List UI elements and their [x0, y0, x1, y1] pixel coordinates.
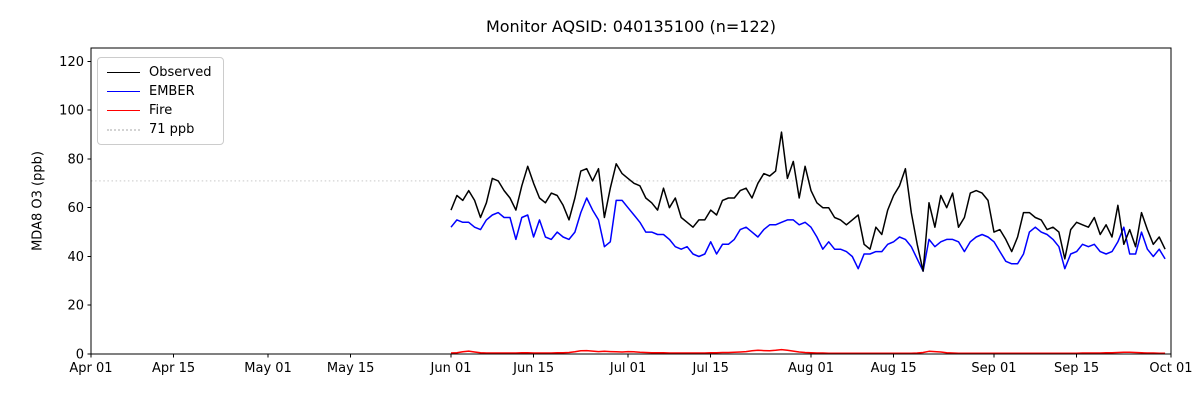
y-tick-label: 120	[59, 55, 84, 70]
x-tick-label: Aug 01	[788, 361, 834, 376]
x-tick-label: Apr 15	[152, 361, 195, 376]
y-tick-label: 40	[67, 250, 84, 265]
y-tick-label: 20	[67, 299, 84, 314]
x-tick-label: Aug 15	[871, 361, 917, 376]
observed-line-swatch	[107, 72, 140, 73]
legend-item-fire: Fire	[107, 103, 212, 118]
x-tick-label: Jul 01	[609, 361, 646, 376]
y-tick-label: 60	[67, 201, 84, 216]
ember-line-swatch	[107, 91, 140, 92]
threshold-line-swatch	[107, 128, 140, 131]
x-tick-label: Sep 15	[1054, 361, 1099, 376]
fire-line	[450, 348, 1166, 355]
x-tick-label: Sep 01	[971, 361, 1016, 376]
x-tick-label: May 15	[327, 361, 375, 376]
chart-title: Monitor AQSID: 040135100 (n=122)	[485, 17, 777, 36]
y-tick-label: 100	[59, 104, 84, 119]
x-tick-label: Jun 01	[430, 361, 472, 376]
fire-line-swatch	[107, 110, 140, 111]
legend-item-ember: EMBER	[107, 84, 212, 99]
y-tick-label: 80	[67, 152, 84, 167]
ember-line	[450, 197, 1166, 272]
x-tick-label: Oct 01	[1149, 361, 1192, 376]
x-tick-label: Jun 15	[512, 361, 554, 376]
legend-label-threshold: 71 ppb	[149, 122, 195, 137]
plot-frame	[90, 47, 1172, 355]
legend-label-ember: EMBER	[149, 84, 195, 99]
x-tick-label: May 01	[244, 361, 292, 376]
x-tick-label: Apr 01	[69, 361, 112, 376]
legend: Observed EMBER Fire 71 ppb	[97, 57, 224, 145]
legend-item-threshold: 71 ppb	[107, 122, 212, 137]
x-tick-label: Jul 15	[691, 361, 728, 376]
legend-item-observed: Observed	[107, 65, 212, 80]
legend-label-observed: Observed	[149, 65, 212, 80]
y-tick-label: 0	[76, 348, 84, 363]
legend-label-fire: Fire	[149, 103, 173, 118]
observed-line	[450, 131, 1166, 272]
